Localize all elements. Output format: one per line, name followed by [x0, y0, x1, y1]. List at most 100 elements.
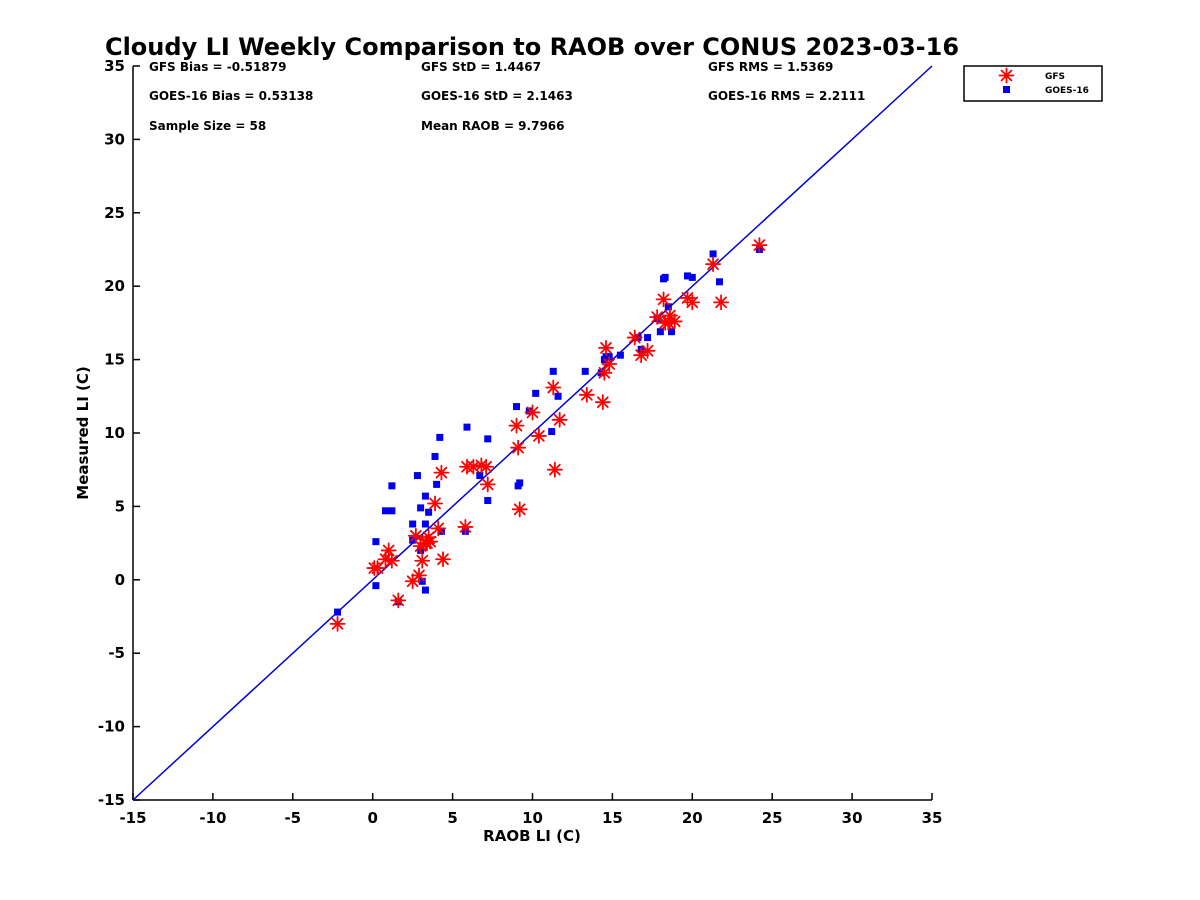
goes16-point: [409, 520, 417, 528]
goes16-point: [421, 586, 429, 594]
goes16-point: [388, 507, 396, 515]
goes16-point: [421, 520, 429, 528]
goes16-point: [516, 479, 524, 487]
goes16-point: [616, 351, 624, 359]
goes16-point: [413, 472, 421, 480]
gfs-point: [427, 495, 443, 512]
goes16-point: [334, 608, 342, 616]
gfs-point: [751, 237, 768, 253]
legend-gfs-glyph: [998, 67, 1015, 84]
x-tick-label: 25: [762, 809, 783, 827]
goes16-rms: GOES-16 RMS = 2.2111: [708, 89, 865, 103]
goes16-point: [554, 392, 562, 400]
gfs-point: [655, 291, 672, 308]
y-tick-label: 10: [104, 424, 125, 442]
x-axis-label: RAOB LI (C): [483, 827, 581, 845]
x-tick-label: 20: [682, 809, 703, 827]
goes16-point: [476, 472, 484, 480]
gfs-point: [479, 476, 496, 493]
x-tick-label: 35: [922, 809, 943, 827]
y-axis-label: Measured LI (C): [74, 366, 92, 499]
x-tick-label: -15: [119, 809, 146, 827]
goes16-point: [381, 507, 389, 515]
goes16-point: [581, 367, 589, 375]
gfs-point: [430, 520, 447, 537]
gfs-point: [508, 417, 525, 434]
goes16-point: [418, 577, 426, 585]
x-tick-label: 5: [447, 809, 457, 827]
gfs-point: [684, 294, 701, 311]
legend-goes16-marker: [1003, 86, 1010, 93]
goes16-point: [417, 504, 425, 512]
y-tick-label: -15: [98, 791, 125, 809]
legend-box: [963, 65, 1103, 102]
gfs-point: [457, 519, 474, 535]
gfs-point: [380, 542, 397, 559]
gfs-point: [524, 404, 541, 421]
goes16-point: [532, 389, 540, 397]
goes16-point: [525, 407, 533, 415]
goes16-std: GOES-16 StD = 2.1463: [421, 89, 573, 103]
gfs-point: [435, 551, 451, 568]
goes16-point: [548, 428, 556, 436]
goes16-point: [421, 492, 429, 500]
gfs-point: [390, 592, 407, 609]
gfs-point: [511, 501, 528, 518]
gfs-point: [639, 342, 656, 359]
gfs-point: [601, 356, 618, 372]
y-tick-label: 0: [115, 571, 125, 589]
goes16-point: [668, 328, 676, 336]
gfs-point: [510, 439, 527, 456]
goes16-point: [372, 582, 380, 590]
goes16-point: [431, 452, 439, 460]
x-tick-label: -10: [199, 809, 226, 827]
gfs-point: [666, 313, 683, 330]
statistics-block: GFS Bias = -0.51879 GFS StD = 1.4467 GFS…: [149, 60, 865, 133]
gfs-point: [626, 329, 643, 346]
gfs-point: [404, 573, 421, 590]
legend-gfs-marker: [998, 67, 1015, 84]
y-tick-label: -10: [98, 718, 125, 736]
x-tick-label: 15: [602, 809, 623, 827]
y-ticks: -15 -10 -5 0 5 10 15 20 25 30 35: [98, 57, 140, 809]
y-tick-label: 20: [104, 277, 125, 295]
x-tick-label: 0: [367, 809, 377, 827]
y-tick-label: 30: [104, 130, 125, 148]
gfs-point: [422, 533, 439, 550]
gfs-point: [551, 411, 568, 428]
goes16-point: [656, 328, 664, 336]
series-gfs: [329, 237, 768, 632]
y-tick-label: 35: [104, 57, 125, 75]
x-tick-label: 30: [842, 809, 863, 827]
gfs-std: GFS StD = 1.4467: [421, 60, 541, 74]
y-tick-label: 25: [104, 204, 125, 222]
gfs-point: [578, 386, 595, 403]
gfs-point: [478, 458, 495, 475]
legend: GFS GOES-16: [963, 65, 1103, 102]
y-tick-label: 5: [115, 497, 125, 515]
gfs-point: [530, 428, 547, 444]
gfs-bias: GFS Bias = -0.51879: [149, 60, 286, 74]
gfs-point: [383, 552, 400, 569]
goes16-point: [684, 272, 692, 280]
goes16-point: [688, 273, 696, 281]
x-tick-label: 10: [522, 809, 543, 827]
goes16-point: [715, 278, 723, 286]
gfs-point: [545, 379, 562, 396]
gfs-point: [596, 364, 613, 381]
goes16-point: [664, 303, 672, 311]
goes16-point: [549, 367, 557, 375]
x-ticks: -15 -10 -5 0 5 10 15 20 25 30 35: [119, 793, 942, 827]
chart-title: Cloudy LI Weekly Comparison to RAOB over…: [105, 33, 959, 61]
gfs-point: [713, 294, 729, 311]
sample-size: Sample Size = 58: [149, 119, 266, 133]
gfs-point: [329, 615, 346, 632]
goes16-point: [433, 480, 441, 488]
gfs-point: [411, 567, 427, 584]
goes16-point: [436, 433, 444, 441]
goes16-point: [372, 538, 380, 546]
gfs-point: [407, 527, 424, 544]
goes16-point: [513, 403, 521, 411]
gfs-point: [420, 529, 437, 546]
